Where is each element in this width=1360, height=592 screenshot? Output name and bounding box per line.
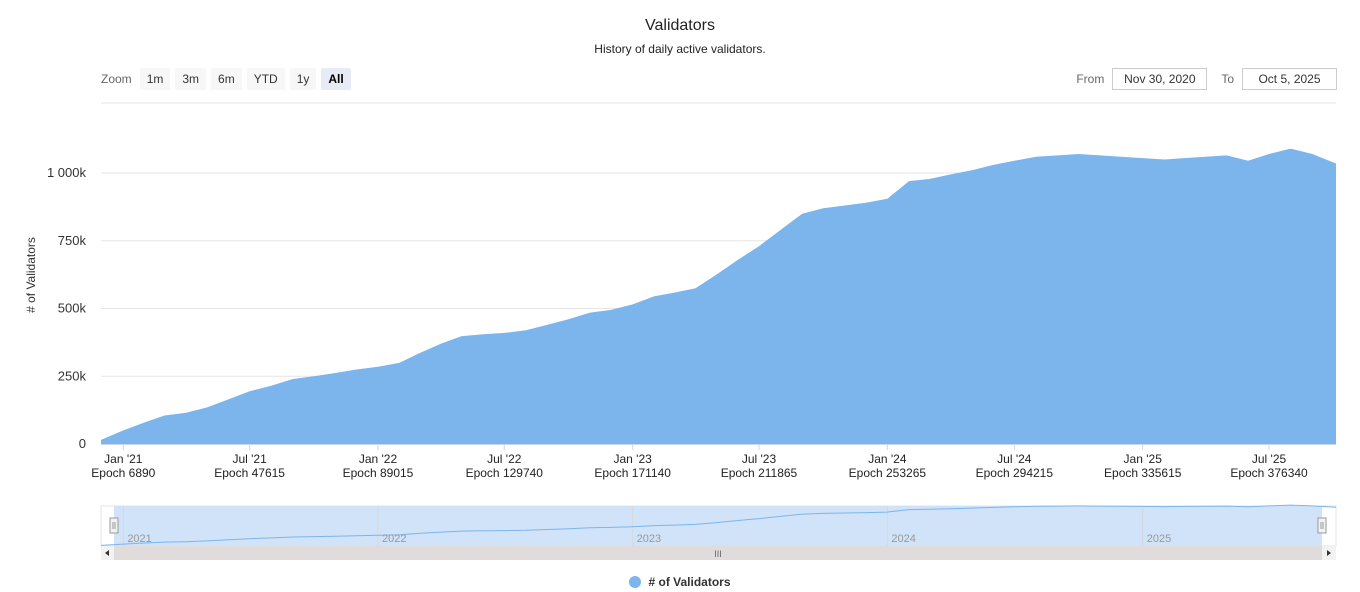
- zoom-controls: Zoom 1m 3m 6m YTD 1y All: [101, 68, 356, 90]
- navigator-year-label: 2021: [127, 533, 151, 545]
- y-axis-title: # of Validators: [24, 237, 38, 313]
- scroll-left-arrow-icon[interactable]: [105, 550, 109, 556]
- from-label: From: [1076, 72, 1105, 86]
- x-tick-label: Jan '23: [614, 452, 653, 466]
- chart-title: Validators: [645, 17, 715, 34]
- y-axis: 0 250k 500k 750k 1 000k: [47, 165, 87, 451]
- legend[interactable]: # of Validators: [0, 575, 1360, 589]
- from-date-input[interactable]: Nov 30, 2020: [1112, 68, 1208, 90]
- legend-marker: [629, 576, 642, 588]
- navigator-year-labels: 2021 2022 2023 2024 2025: [127, 533, 1171, 545]
- x-tick-label: Jul '24: [997, 452, 1032, 466]
- to-date-input[interactable]: Oct 5, 2025: [1242, 68, 1337, 90]
- navigator-year-label: 2024: [891, 533, 915, 545]
- scrollbar[interactable]: III: [101, 546, 1336, 560]
- x-tick-label: Jul '23: [742, 452, 777, 466]
- chart-subtitle: History of daily active validators.: [594, 42, 766, 56]
- x-tick-label: Jul '21: [232, 452, 267, 466]
- zoom-6m-button[interactable]: 6m: [211, 68, 242, 90]
- x-tick-label: Jan '25: [1124, 452, 1163, 466]
- zoom-1m-button[interactable]: 1m: [139, 68, 171, 90]
- x-tick-epoch-label: Epoch 171140: [594, 466, 671, 480]
- scrollbar-thumb[interactable]: [114, 546, 1322, 560]
- navigator-right-handle[interactable]: [1317, 517, 1327, 534]
- x-tick-epoch-label: Epoch 6890: [91, 466, 155, 480]
- to-label: To: [1221, 72, 1234, 86]
- x-tick-label: Jul '25: [1252, 452, 1287, 466]
- y-tick-label: 250k: [58, 368, 87, 383]
- navigator-year-gridlines: [122, 506, 1144, 546]
- zoom-ytd-button[interactable]: YTD: [246, 68, 285, 90]
- x-tick-epoch-label: Epoch 89015: [343, 466, 414, 480]
- x-tick-epoch-label: Epoch 211865: [721, 466, 798, 480]
- x-tick-epoch-label: Epoch 376340: [1230, 466, 1308, 480]
- zoom-3m-button[interactable]: 3m: [175, 68, 207, 90]
- x-tick-label: Jan '22: [359, 452, 398, 466]
- navigator[interactable]: 2021 2022 2023 2024 2025: [100, 504, 1337, 547]
- y-tick-label: 1 000k: [47, 165, 87, 180]
- legend-item-validators[interactable]: # of Validators: [648, 575, 731, 589]
- x-tick-epoch-label: Epoch 294215: [976, 466, 1054, 480]
- y-tick-label: 0: [79, 436, 86, 451]
- x-tick-epoch-label: Epoch 129740: [466, 466, 544, 480]
- date-range: From Nov 30, 2020 To Oct 5, 2025: [1062, 68, 1337, 90]
- navigator-year-label: 2023: [637, 533, 661, 545]
- x-tick-epoch-label: Epoch 335615: [1104, 466, 1182, 480]
- zoom-all-button[interactable]: All: [321, 68, 351, 90]
- x-tick-epoch-label: Epoch 47615: [214, 466, 285, 480]
- navigator-left-handle[interactable]: [109, 517, 119, 534]
- zoom-label: Zoom: [101, 72, 132, 86]
- y-tick-label: 500k: [58, 301, 87, 316]
- y-tick-label: 750k: [58, 233, 87, 248]
- x-tick-epoch-label: Epoch 253265: [849, 466, 927, 480]
- navigator-series-line: [100, 504, 1337, 546]
- validators-area-series: [101, 148, 1336, 444]
- zoom-1y-button[interactable]: 1y: [289, 68, 317, 90]
- navigator-year-label: 2025: [1147, 533, 1171, 545]
- x-tick-label: Jan '24: [868, 452, 907, 466]
- scroll-right-arrow-icon[interactable]: [1327, 550, 1331, 556]
- x-tick-label: Jul '22: [487, 452, 522, 466]
- x-tick-label: Jan '21: [104, 452, 143, 466]
- navigator-year-label: 2022: [382, 533, 406, 545]
- navigator-selected-range[interactable]: [114, 506, 1322, 546]
- scrollbar-grip-icon: III: [714, 549, 722, 559]
